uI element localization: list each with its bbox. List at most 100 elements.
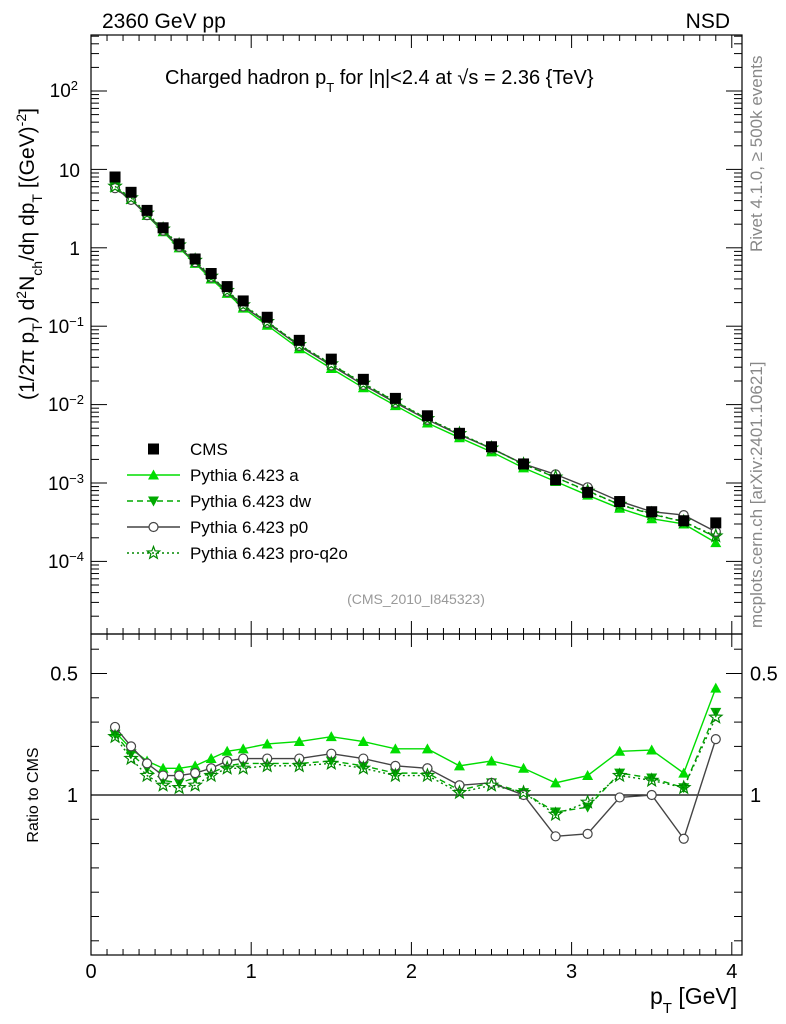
legend: CMS Pythia 6.423 a Pythia 6.423 dw Pythia 6… <box>127 440 348 563</box>
ratio-series-marker <box>187 777 203 792</box>
cms-data-point <box>221 281 233 293</box>
ratio-series-marker <box>325 731 337 742</box>
ratio-series-marker <box>710 682 722 693</box>
cms-data-point <box>125 186 137 198</box>
ratio-series-line <box>114 687 717 784</box>
ratio-series-marker <box>171 779 187 795</box>
analysis-tag: (CMS_2010_I845323) <box>347 591 485 607</box>
cms-data-point <box>518 458 530 470</box>
legend-marker <box>148 469 159 480</box>
ratio-series-marker <box>139 767 155 783</box>
y-tick-label: 10−3 <box>48 471 84 496</box>
ratio-tick-label-left: 1 <box>67 785 78 807</box>
cms-data-points <box>109 171 722 529</box>
ratio-series-marker <box>614 792 625 803</box>
main-series-3 <box>107 178 724 543</box>
ratio-series-marker <box>486 755 497 766</box>
x-tick-label: 0 <box>85 961 96 983</box>
ratio-series-marker <box>355 760 372 775</box>
ratio-series-marker <box>710 707 722 718</box>
ratio-series-marker <box>107 728 123 744</box>
cms-data-point <box>550 474 562 486</box>
legend-label: CMS <box>190 440 228 459</box>
ratio-series-marker <box>219 760 235 775</box>
ratio-series-marker <box>451 784 468 800</box>
ratio-series-marker <box>389 743 401 754</box>
cms-data-point <box>678 515 690 527</box>
ratio-series-marker <box>518 762 530 773</box>
legend-marker <box>148 443 159 455</box>
ratio-series-marker <box>141 758 153 769</box>
main-series-group <box>107 171 724 548</box>
axis-ticks <box>90 35 742 955</box>
x-tick-labels: 0 1 2 3 4 <box>85 961 737 983</box>
ratio-series-marker <box>614 768 626 779</box>
cms-data-point <box>582 486 594 498</box>
ratio-series-marker <box>174 770 185 781</box>
ratio-series-marker <box>291 757 308 773</box>
ratio-series-marker <box>125 741 137 752</box>
x-axis-label: pT [GeV] <box>650 983 737 1017</box>
main-y-axis-label: (1/2π pT) d2Nch/dη dpT [(GeV)-2] <box>13 108 45 400</box>
ratio-series-marker <box>646 744 658 755</box>
ratio-series-marker <box>579 794 596 809</box>
ratio-series-marker <box>550 807 562 818</box>
x-tick-label: 3 <box>566 961 577 983</box>
main-series-line <box>114 186 717 544</box>
ratio-series-marker <box>325 756 337 767</box>
main-y-tick-labels: 102 10 1 10−1 10−2 10−3 10−4 <box>48 78 84 574</box>
ratio-series-marker <box>323 755 340 771</box>
ratio-series-marker <box>190 768 201 779</box>
ratio-series-marker <box>203 767 219 783</box>
ratio-series-marker <box>611 767 628 783</box>
cms-data-point <box>357 373 369 385</box>
cms-data-point <box>261 311 273 323</box>
y-tick-label: 102 <box>50 78 78 103</box>
main-plot-frame <box>90 34 743 635</box>
cms-data-point <box>710 517 722 529</box>
legend-label: Pythia 6.423 pro-q2o <box>190 544 348 563</box>
cms-data-point <box>614 496 626 508</box>
ratio-series-marker <box>157 762 169 773</box>
mcplots-label: mcplots.cern.ch [arXiv:2401.10621] <box>747 362 766 628</box>
cms-data-point <box>325 353 337 365</box>
ratio-series-marker <box>189 760 201 771</box>
legend-label: Pythia 6.423 a <box>190 466 299 485</box>
ratio-series-marker <box>646 789 657 801</box>
legend-marker <box>148 521 159 533</box>
ratio-series-marker <box>155 777 171 792</box>
ratio-series-marker <box>678 767 690 778</box>
x-tick-label: 1 <box>246 961 257 983</box>
ratio-series-line <box>114 726 717 841</box>
ratio-series-marker <box>707 709 724 724</box>
ratio-series-marker <box>678 833 689 844</box>
ratio-series-marker <box>547 806 564 822</box>
ratio-series-marker <box>421 743 433 754</box>
ratio-series-marker <box>357 761 369 772</box>
legend-marker <box>148 496 159 507</box>
ratio-series-marker <box>419 767 436 783</box>
ratio-series-marker <box>173 762 185 773</box>
ratio-series-marker <box>387 767 404 783</box>
ratio-tick-labels: 0.50.51122 <box>50 664 778 808</box>
y-tick-label: 1 <box>69 239 80 260</box>
header-right: NSD <box>686 10 730 33</box>
legend-label: Pythia 6.423 dw <box>190 492 312 511</box>
ratio-series-marker <box>710 734 721 745</box>
ratio-series-marker <box>173 778 185 789</box>
y-tick-label: 10−1 <box>48 314 84 339</box>
ratio-series-marker <box>389 768 401 779</box>
ratio-series-marker <box>453 760 465 771</box>
ratio-series-marker <box>675 779 692 795</box>
ratio-series-marker <box>614 745 626 756</box>
ratio-series-marker <box>235 760 251 775</box>
ratio-series-marker <box>357 736 369 747</box>
ratio-tick-label-right: 0.5 <box>750 664 778 686</box>
ratio-series-0 <box>109 682 722 788</box>
legend-label: Pythia 6.423 p0 <box>190 518 308 537</box>
ratio-series-marker <box>237 743 249 754</box>
cms-data-point <box>173 238 185 250</box>
cms-data-point <box>646 506 658 518</box>
y-tick-label: 10 <box>59 161 80 182</box>
ratio-series-marker <box>550 831 561 842</box>
